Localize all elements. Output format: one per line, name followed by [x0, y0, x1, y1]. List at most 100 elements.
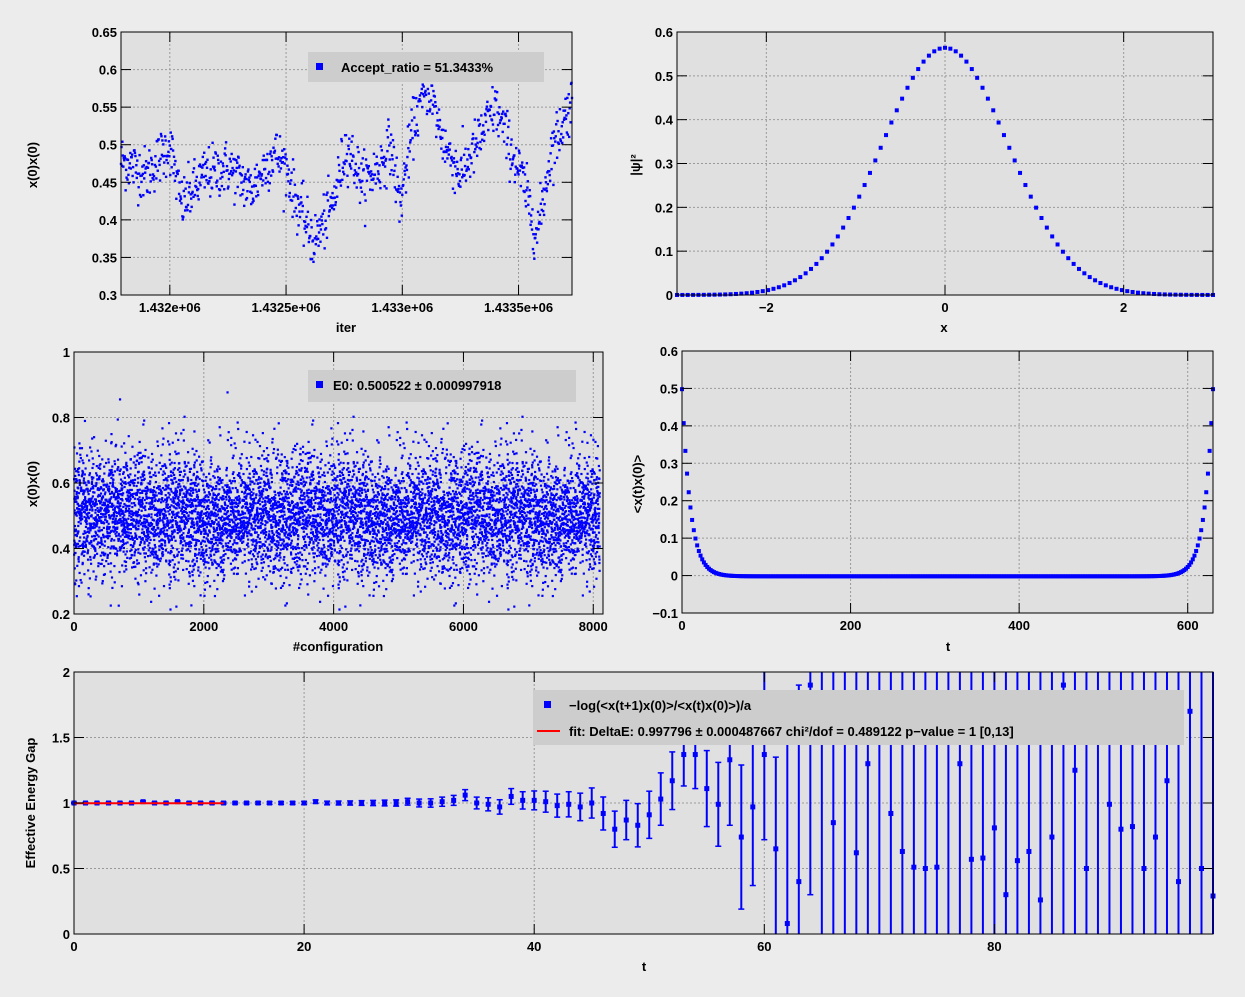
- data-point: [328, 210, 331, 213]
- data-point: [131, 481, 134, 484]
- data-point: [323, 247, 326, 250]
- data-point: [164, 139, 167, 142]
- data-point: [318, 505, 321, 508]
- data-point: [190, 501, 194, 505]
- data-point: [230, 550, 233, 553]
- data-point: [167, 496, 170, 499]
- data-point: [267, 172, 270, 176]
- data-point: [173, 163, 176, 166]
- data-point: [151, 173, 155, 176]
- data-point: [304, 470, 307, 473]
- data-point: [115, 495, 118, 499]
- data-point: [218, 527, 221, 530]
- data-point: [155, 574, 158, 577]
- data-point: [316, 527, 319, 530]
- data-point: [86, 505, 89, 508]
- data-point: [298, 210, 301, 213]
- data-point: [75, 479, 79, 482]
- data-point: [285, 531, 288, 534]
- data-point: [296, 195, 299, 198]
- data-point: [337, 180, 340, 183]
- data-point: [288, 584, 291, 587]
- data-point: [250, 534, 253, 537]
- data-point: [244, 173, 247, 176]
- panel-mc-history: 0.30.350.40.450.50.550.60.651.432e+06 1.4…: [0, 16, 622, 336]
- data-point: [296, 560, 299, 563]
- data-point: [296, 471, 299, 474]
- data-point: [313, 490, 317, 493]
- data-point: [268, 182, 271, 185]
- data-point: [228, 518, 231, 521]
- data-point: [248, 518, 251, 522]
- data-point: [265, 521, 268, 524]
- data-point: [174, 539, 177, 542]
- data-point: [168, 563, 171, 567]
- data-point: [235, 502, 238, 506]
- data-point: [81, 551, 84, 554]
- data-point: [135, 176, 139, 180]
- data-point: [87, 587, 90, 590]
- data-point: [518, 169, 522, 172]
- data-point: [259, 517, 262, 521]
- data-point: [110, 537, 113, 541]
- data-point: [102, 533, 105, 536]
- data-point: [237, 166, 241, 169]
- data-point: [284, 477, 287, 480]
- data-point: [316, 482, 319, 485]
- data-point: [302, 545, 306, 548]
- data-point: [889, 120, 894, 125]
- data-point: [536, 210, 540, 214]
- data-point: [394, 164, 397, 167]
- data-point: [201, 548, 204, 552]
- data-point: [262, 561, 266, 564]
- data-point: [239, 194, 242, 197]
- data-point: [317, 566, 320, 569]
- data-point: [133, 492, 136, 495]
- data-point: [92, 487, 95, 490]
- data-point: [485, 105, 489, 108]
- data-point: [146, 534, 150, 537]
- data-point: [255, 541, 259, 544]
- data-point: [322, 193, 325, 196]
- data-point: [77, 556, 80, 559]
- data-point: [554, 140, 557, 143]
- data-point: [121, 523, 125, 526]
- data-point: [191, 510, 194, 513]
- data-point: [223, 518, 226, 522]
- data-point: [240, 516, 243, 520]
- data-point: [158, 548, 161, 552]
- data-point: [292, 531, 296, 534]
- data-point: [136, 477, 140, 480]
- data-point: [129, 473, 132, 476]
- data-point: [186, 489, 189, 492]
- data-point: [134, 154, 137, 158]
- data-point: [163, 463, 166, 466]
- data-point: [311, 533, 315, 536]
- data-point: [421, 105, 424, 109]
- data-point: [222, 488, 226, 491]
- data-point: [289, 543, 292, 547]
- data-point: [111, 514, 114, 517]
- data-point: [296, 528, 299, 532]
- data-point: [274, 557, 277, 560]
- data-point: [408, 141, 412, 144]
- data-point: [151, 505, 154, 509]
- data-point: [233, 515, 237, 519]
- data-point: [390, 169, 393, 172]
- data-point: [227, 534, 230, 537]
- data-point: [319, 502, 322, 505]
- data-point: [312, 540, 315, 543]
- data-point: [108, 526, 111, 529]
- data-point: [285, 479, 288, 482]
- data-point: [136, 581, 140, 584]
- data-point: [295, 469, 298, 473]
- data-point: [198, 500, 201, 503]
- data-point: [215, 494, 218, 498]
- data-point: [116, 468, 119, 472]
- data-point: [225, 548, 228, 551]
- data-point: [224, 522, 228, 525]
- data-point: [519, 184, 523, 188]
- data-point: [185, 181, 189, 184]
- data-point: [532, 252, 536, 255]
- data-point: [272, 447, 276, 451]
